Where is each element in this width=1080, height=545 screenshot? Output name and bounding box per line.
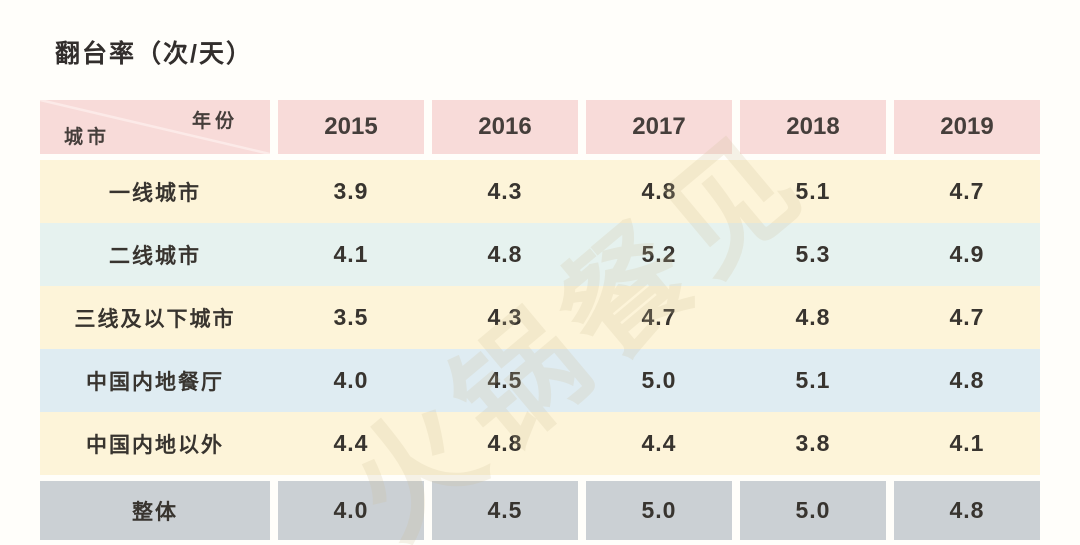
row-label: 三线及以下城市 xyxy=(74,307,236,331)
turnover-value: 4.4 xyxy=(333,430,369,456)
turnover-value: 5.2 xyxy=(641,241,677,267)
turnover-value: 3.5 xyxy=(333,304,369,330)
turnover-value: 3.9 xyxy=(333,178,369,204)
turnover-value: 4.3 xyxy=(487,304,523,330)
turnover-value: 4.3 xyxy=(487,178,523,204)
turnover-value: 4.0 xyxy=(278,481,424,540)
turnover-value: 4.8 xyxy=(487,430,523,456)
table-row: 三线及以下城市 3.5 4.3 4.7 4.8 4.7 xyxy=(40,286,1040,349)
turnover-value: 5.0 xyxy=(586,481,732,540)
row-label: 一线城市 xyxy=(109,181,201,205)
turnover-value: 5.3 xyxy=(795,241,831,267)
turnover-value: 4.7 xyxy=(949,178,985,204)
table-row-total: 整体 4.0 4.5 5.0 5.0 4.8 xyxy=(40,481,1040,540)
turnover-value: 4.1 xyxy=(949,430,985,456)
row-label: 中国内地以外 xyxy=(86,433,224,457)
corner-cell: 年份 城市 xyxy=(40,100,270,154)
turnover-value: 5.0 xyxy=(641,367,677,393)
turnover-value: 4.4 xyxy=(641,430,677,456)
year-header: 2019 xyxy=(894,100,1040,154)
year-header: 2017 xyxy=(586,100,732,154)
turnover-value: 5.1 xyxy=(795,367,831,393)
corner-label-year: 年份 xyxy=(191,111,238,132)
page-title: 翻台率（次/天） xyxy=(55,40,253,68)
turnover-value: 4.7 xyxy=(949,304,985,330)
year-header: 2018 xyxy=(740,100,886,154)
turnover-value: 4.1 xyxy=(333,241,369,267)
turnover-value: 4.9 xyxy=(949,241,985,267)
table-row: 中国内地以外 4.4 4.8 4.4 3.8 4.1 xyxy=(40,412,1040,475)
turnover-value: 3.8 xyxy=(795,430,831,456)
year-header: 2015 xyxy=(278,100,424,154)
corner-label-city: 城市 xyxy=(64,127,111,148)
turnover-value: 4.8 xyxy=(487,241,523,267)
row-label: 中国内地餐厅 xyxy=(86,370,224,394)
year-header: 2016 xyxy=(432,100,578,154)
turnover-table: 年份 城市 2015 2016 2017 2018 2019 一线城市 3.9 … xyxy=(40,100,1040,540)
table-row: 一线城市 3.9 4.3 4.8 5.1 4.7 xyxy=(40,160,1040,223)
diagonal-line-icon xyxy=(40,100,270,154)
turnover-value: 4.7 xyxy=(641,304,677,330)
turnover-value: 5.0 xyxy=(740,481,886,540)
turnover-value: 5.1 xyxy=(795,178,831,204)
table-header-row: 年份 城市 2015 2016 2017 2018 2019 xyxy=(40,100,1040,154)
turnover-value: 4.5 xyxy=(432,481,578,540)
turnover-value: 4.8 xyxy=(795,304,831,330)
row-label: 整体 xyxy=(40,481,270,540)
table-row: 中国内地餐厅 4.0 4.5 5.0 5.1 4.8 xyxy=(40,349,1040,412)
turnover-value: 4.8 xyxy=(894,481,1040,540)
row-label: 二线城市 xyxy=(109,244,201,268)
turnover-value: 4.0 xyxy=(333,367,369,393)
turnover-value: 4.8 xyxy=(641,178,677,204)
turnover-value: 4.5 xyxy=(487,367,523,393)
table-row: 二线城市 4.1 4.8 5.2 5.3 4.9 xyxy=(40,223,1040,286)
turnover-value: 4.8 xyxy=(949,367,985,393)
